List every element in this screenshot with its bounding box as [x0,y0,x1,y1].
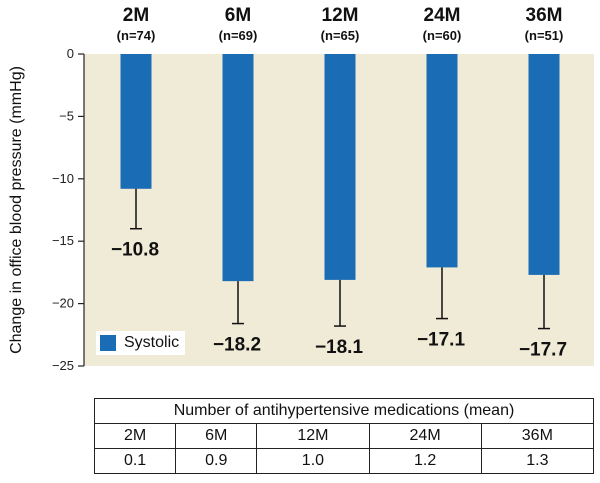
column-n-label: (n=51) [525,28,564,43]
data-value-label: −18.2 [213,335,261,356]
y-tick-label: −20 [52,296,74,311]
table-title: Number of antihypertensive medications (… [94,398,594,424]
y-tick-label: −15 [52,233,74,248]
medication-table: Number of antihypertensive medications (… [93,398,595,474]
bar-systolic [120,54,152,189]
y-tick-label: 0 [67,46,74,61]
table-value-cell: 1.3 [480,448,595,474]
table-header-cell: 12M [256,423,370,449]
column-header-label: 2M [123,5,149,26]
column-header-label: 36M [526,5,563,26]
bar-systolic [324,54,356,280]
column-n-label: (n=69) [219,28,258,43]
column-n-label: (n=60) [423,28,462,43]
bar-systolic [222,54,254,282]
table-header-cell: 6M [175,423,258,449]
y-axis-label: Change in office blood pressure (mmHg) [8,66,25,354]
data-value-label: −17.7 [519,340,567,361]
legend-label-systolic: Systolic [124,334,180,351]
bar-systolic [426,54,458,268]
table-value-row: 0.1 0.9 1.0 1.2 1.3 [93,448,595,474]
bar-systolic [528,54,560,275]
y-axis-label-container: Change in office blood pressure (mmHg) [6,54,28,366]
column-header-label: 24M [424,5,461,26]
table-value-cell: 1.2 [368,448,482,474]
y-tick-label: −10 [52,171,74,186]
bar-chart: 0 −5 −10 −15 −20 −25 2M (n=74) 6M (n=69) 12M (n=65… [52,5,594,373]
data-value-label: −18.1 [315,337,364,358]
table-header-cell: 24M [368,423,482,449]
column-n-label: (n=65) [321,28,360,43]
table-header-cell: 36M [480,423,595,449]
y-tick-label: −25 [52,358,74,373]
table-header-cell: 2M [93,423,177,449]
legend: Systolic [96,331,186,355]
table-value-cell: 0.1 [93,448,177,474]
column-n-label: (n=74) [117,28,156,43]
data-value-label: −17.1 [417,330,466,351]
column-header-label: 12M [322,5,359,26]
y-tick-label: −5 [59,108,74,123]
column-header-label: 6M [225,5,251,26]
table-value-cell: 1.0 [256,448,370,474]
data-value-label: −10.8 [111,240,159,261]
table-header-row: 2M 6M 12M 24M 36M [93,423,595,449]
legend-swatch-systolic [100,335,116,351]
table-value-cell: 0.9 [175,448,258,474]
